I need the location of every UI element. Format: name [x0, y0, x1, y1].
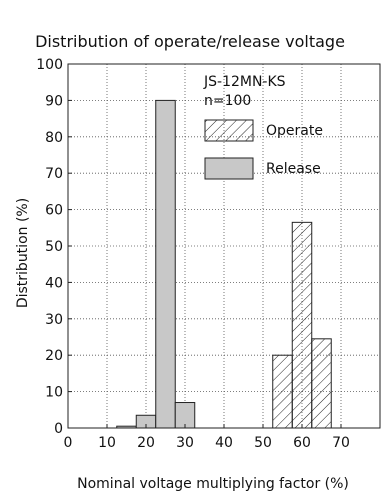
y-tick-label: 70 [45, 166, 63, 182]
y-tick-label: 100 [36, 57, 63, 73]
y-tick-label: 0 [54, 421, 63, 437]
x-tick-label: 50 [254, 435, 272, 451]
y-tick-label: 50 [45, 239, 63, 255]
y-tick-label: 20 [45, 348, 63, 364]
legend-swatch-operate [204, 119, 254, 142]
x-tick-label: 40 [215, 435, 233, 451]
x-tick-label: 60 [293, 435, 311, 451]
bar-operate [272, 354, 293, 429]
y-tick-label: 60 [45, 203, 63, 219]
y-tick-label: 10 [45, 385, 63, 401]
legend: JS-12MN-KS n=100 Operate Release [203, 74, 323, 180]
bar-release [155, 99, 176, 429]
y-tick-label: 40 [45, 275, 63, 291]
y-tick-label: 30 [45, 312, 63, 328]
y-axis-label: Distribution (%) [15, 198, 31, 308]
annotation-text: n=100 [204, 93, 251, 109]
x-tick-label: 10 [98, 435, 116, 451]
y-tick-label: 90 [45, 93, 63, 109]
bars [116, 99, 332, 429]
bar-operate [291, 221, 313, 429]
x-tick-label: 70 [332, 435, 350, 451]
grid-lines [68, 64, 380, 428]
legend-label-operate: Operate [266, 123, 323, 139]
legend-label-release: Release [266, 161, 321, 177]
axis-ticks: 0 10 20 30 40 50 60 70 80 90 100 0 10 20 30 40 50 60 70 [36, 57, 350, 451]
x-tick-label: 0 [64, 435, 73, 451]
x-axis-label: Nominal voltage multiplying factor (%) [77, 476, 349, 492]
legend-swatch-release [204, 157, 254, 180]
y-tick-label: 80 [45, 130, 63, 146]
annotation-text: JS-12MN-KS [203, 74, 286, 90]
bar-operate [311, 338, 332, 429]
chart-title: Distribution of operate/release voltage [35, 32, 345, 51]
x-tick-label: 20 [137, 435, 155, 451]
x-tick-label: 30 [176, 435, 194, 451]
